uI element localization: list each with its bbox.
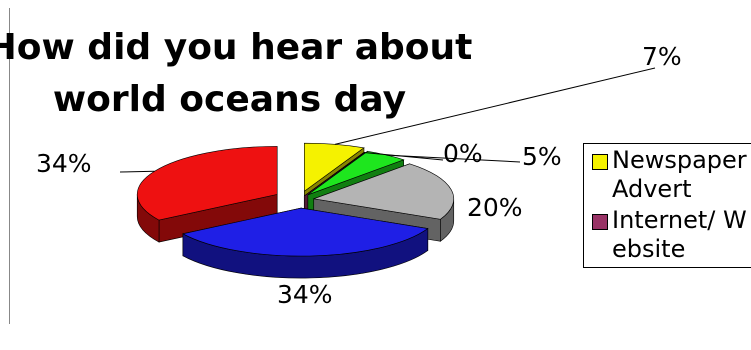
data-label-newspaper: 7% <box>642 42 682 71</box>
chart-legend: Newspaper Advert Internet/ Website <box>583 143 751 268</box>
chart-title-line-2: world oceans day <box>52 79 407 120</box>
data-label-internet: 0% <box>443 139 483 168</box>
data-label-blue: 34% <box>277 280 333 309</box>
pie-slice-1 <box>304 142 365 192</box>
data-label-green: 5% <box>522 142 562 171</box>
legend-entry: Internet/ Website <box>592 206 751 264</box>
pie-slice-4 <box>312 163 455 220</box>
legend-label-internet: Internet/ Website <box>612 206 747 263</box>
data-label-grey: 20% <box>467 193 523 222</box>
legend-swatch-purple <box>592 214 608 230</box>
leader-line <box>334 67 656 145</box>
leader-line <box>119 170 155 173</box>
chart-title-line-1: How did you hear about <box>0 27 473 68</box>
data-label-red: 34% <box>36 149 92 178</box>
legend-label-newspaper: Newspaper Advert <box>612 146 747 203</box>
left-divider <box>9 8 10 324</box>
legend-swatch-yellow <box>592 154 608 170</box>
legend-entry: Newspaper Advert <box>592 146 751 204</box>
pie-slice-6 <box>136 146 278 221</box>
leader-line <box>386 154 521 163</box>
pie-slice-5 <box>182 207 429 257</box>
